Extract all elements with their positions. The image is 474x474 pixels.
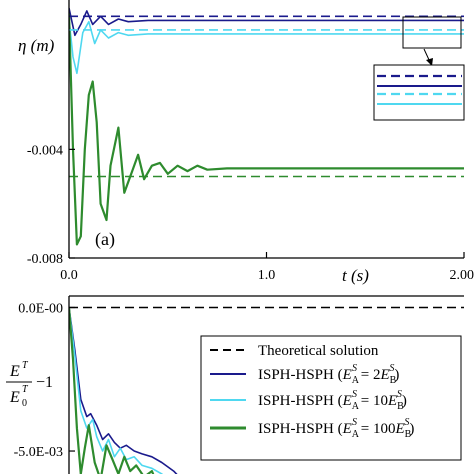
ylabel-numerator: E	[9, 363, 20, 380]
panel-b-series-group	[69, 306, 464, 474]
panel-b: 0.0E-00 -5.0E-03 E T E 0 T −1 Theoretical…	[6, 295, 464, 474]
panel-a-ylabel: η (m)	[18, 36, 55, 55]
legend-label-ratio-10: ISPH-HSPH (EAS = 10EBS)	[258, 389, 407, 412]
ylabel-denominator-sup: T	[22, 384, 29, 395]
legend: Theoretical solution ISPH-HSPH (EAS = 2E…	[200, 335, 462, 461]
panel-b-series-2-solid-cyan	[69, 307, 164, 474]
zoom-arrow-head	[426, 58, 433, 66]
y-tick-label: -0.008	[27, 252, 63, 267]
legend-box	[200, 335, 462, 461]
zoom-inset	[373, 64, 465, 121]
panel-a-series-group	[69, 7, 464, 246]
zoom-inset-lines	[377, 74, 462, 105]
y-tick-label: -5.0E-03	[14, 445, 63, 460]
panel-a-series-0-solid-navy	[69, 7, 464, 37]
panel-a-label: (a)	[95, 229, 115, 250]
legend-label-ratio-2: ISPH-HSPH (EAS = 2EBS)	[258, 363, 399, 386]
x-tick-label: 0.0	[60, 268, 78, 283]
ylabel-tail: −1	[36, 374, 53, 391]
zoom-box	[402, 16, 462, 49]
x-tick-label: 1.0	[258, 268, 276, 283]
panel-b-series-1-solid-navy	[69, 307, 178, 474]
legend-label-ratio-100: ISPH-HSPH (EAS = 100EBS)	[258, 417, 414, 440]
panel-b-series-3-solid-green	[69, 307, 155, 474]
ylabel-denominator: E	[9, 389, 20, 406]
panel-a-series-2-solid-green	[69, 13, 464, 246]
ylabel-numerator-sup: T	[22, 360, 29, 371]
x-tick-label: 2.00	[450, 268, 474, 283]
legend-label-theoretical: Theoretical solution	[258, 343, 379, 359]
y-tick-label: -0.004	[27, 143, 63, 158]
panel-a-xlabel: t (s)	[342, 266, 369, 285]
y-tick-label: 0.0E-00	[18, 301, 63, 316]
panel-a-series-1-solid-cyan	[69, 18, 464, 75]
ylabel-denominator-sub: 0	[22, 398, 27, 409]
panel-b-ticks: 0.0E-00 -5.0E-03	[14, 301, 75, 460]
panel-b-ylabel: E T E 0 T −1	[6, 360, 53, 409]
